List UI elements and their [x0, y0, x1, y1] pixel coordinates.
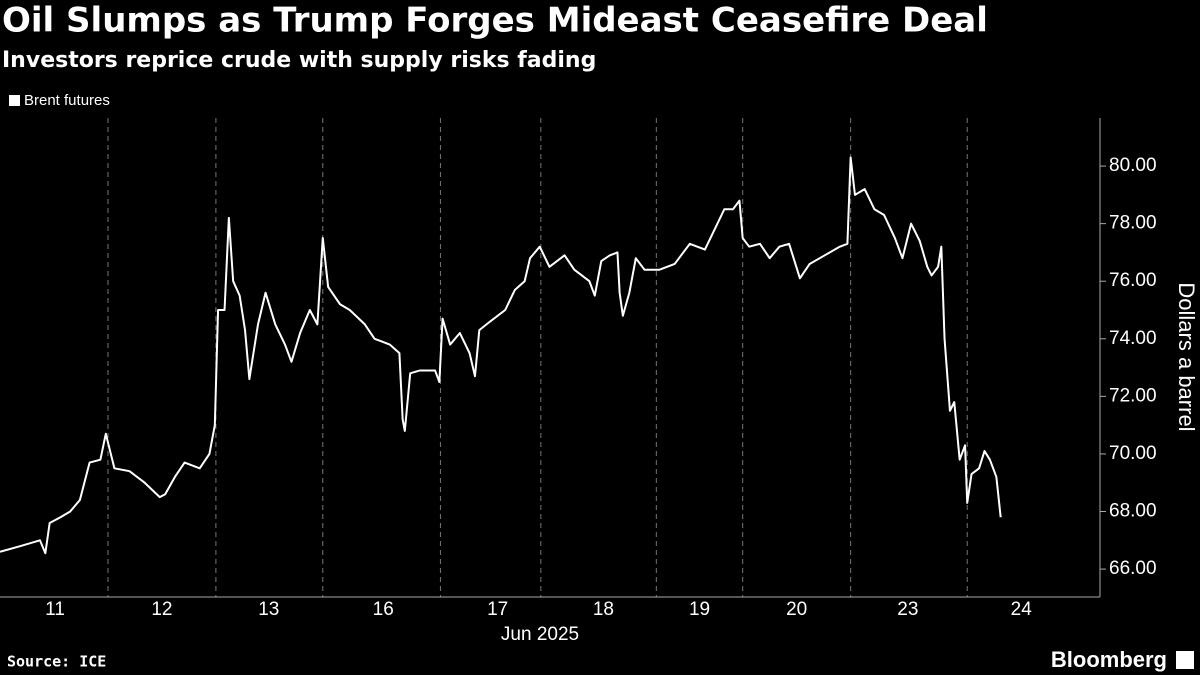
y-tick-label: 68.00	[1109, 501, 1157, 522]
y-tick-label: 74.00	[1109, 328, 1157, 349]
x-axis-title: Jun 2025	[501, 624, 579, 645]
y-tick-label: 66.00	[1109, 558, 1157, 579]
y-tick-label: 72.00	[1109, 385, 1157, 406]
chart-title: Oil Slumps as Trump Forges Mideast Cease…	[2, 1, 988, 41]
x-tick-label: 23	[897, 599, 918, 620]
x-tick-label: 11	[45, 599, 65, 620]
x-tick-label: 18	[593, 599, 614, 620]
source: Source: ICE	[7, 653, 106, 671]
brand: Bloomberg	[1051, 647, 1167, 672]
y-tick-label: 70.00	[1109, 443, 1157, 464]
chart-subtitle: Investors reprice crude with supply risk…	[2, 48, 596, 73]
legend-swatch	[9, 95, 20, 106]
y-tick-label: 78.00	[1109, 213, 1157, 234]
legend-label: Brent futures	[24, 92, 110, 109]
x-tick-label: 16	[373, 599, 394, 620]
x-tick-label: 19	[689, 599, 710, 620]
x-tick-label: 12	[151, 599, 172, 620]
y-tick-label: 76.00	[1109, 270, 1157, 291]
x-tick-label: 20	[786, 599, 807, 620]
x-tick-label: 13	[258, 599, 279, 620]
x-tick-label: 24	[1011, 599, 1033, 620]
y-axis-title: Dollars a barrel	[1174, 282, 1199, 431]
y-tick-label: 80.00	[1109, 155, 1157, 176]
price-line	[0, 156, 1002, 555]
x-tick-label: 17	[487, 599, 508, 620]
brand-icon	[1176, 651, 1194, 669]
